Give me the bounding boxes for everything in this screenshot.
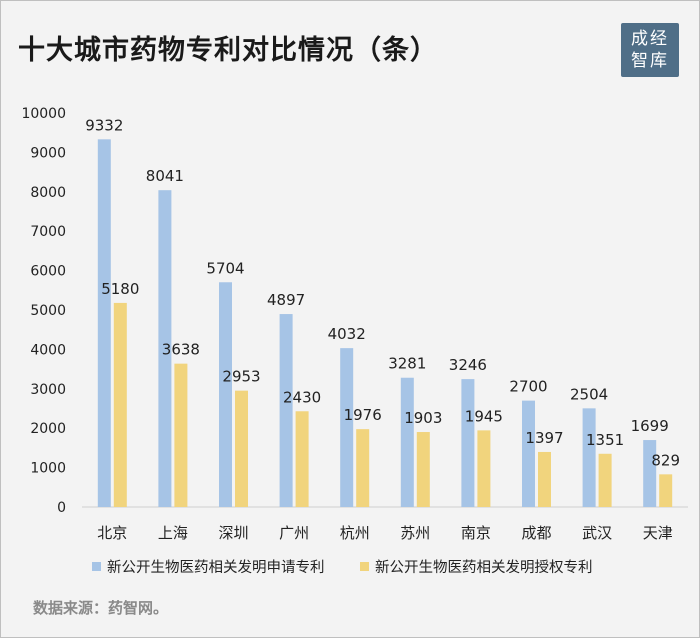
data-label: 8041 [146,167,184,185]
y-axis: 0 1000 2000 3000 4000 5000 6000 7000 8000 9000 100… [21,106,66,516]
bar-grants [477,430,491,507]
data-label: 3246 [449,356,487,374]
bar-applications [643,440,657,507]
x-tick-label: 上海 [158,524,188,542]
y-tick-label: 4000 [30,342,66,358]
legend: 新公开生物医药相关发明申请专利 新公开生物医药相关发明授权专利 [0,556,700,578]
bar-chart: 0 1000 2000 3000 4000 5000 6000 7000 8000 9000 100… [21,106,688,542]
data-label: 4897 [267,291,305,309]
bar-applications [461,379,475,507]
legend-swatch-applications [92,562,101,571]
bar-grants [113,302,127,507]
legend-label-applications: 新公开生物医药相关发明申请专利 [107,560,325,576]
bar-applications [158,190,172,507]
data-label: 829 [651,451,680,469]
data-label: 4032 [328,325,366,343]
y-tick-label: 9000 [30,145,66,161]
bar-applications [400,377,414,507]
y-tick-label: 8000 [30,185,66,201]
x-tick-label: 杭州 [340,524,370,542]
x-axis: 北京 上海 深圳 广州 杭州 苏州 南京 成都 武汉 天津 [82,506,688,542]
y-tick-label: 5000 [30,303,66,319]
bar-applications [97,139,111,507]
legend-item-grants: 新公开生物医药相关发明授权专利 [360,556,593,577]
data-label: 1976 [344,406,382,424]
logo-line-2: 智库 [631,51,669,71]
x-tick-label: 南京 [461,524,491,542]
y-tick-label: 0 [57,500,66,516]
data-label: 2953 [222,368,260,386]
data-label: 2700 [509,378,547,396]
x-tick-label: 苏州 [400,524,430,542]
data-source-note: 数据来源：药智网。 [33,599,169,617]
bar-applications [219,282,232,507]
bar-grants [659,474,673,507]
bar-applications [522,400,535,507]
bar-series [97,139,673,507]
y-tick-label: 6000 [30,264,66,280]
bar-grants [416,432,430,507]
y-tick-label: 2000 [30,421,66,437]
chart-title: 十大城市药物专利对比情况（条） [18,35,438,66]
x-tick-label: 北京 [97,524,127,542]
logo-line-1: 成经 [631,29,669,49]
bar-grants [598,453,612,507]
data-label: 9332 [85,116,123,134]
bar-applications [340,348,354,507]
data-label: 5180 [101,280,139,298]
x-tick-label: 广州 [279,524,309,542]
y-tick-label: 1000 [30,461,66,477]
y-tick-label: 7000 [30,224,66,240]
bar-grants [295,411,309,507]
bar-applications [279,314,293,507]
bar-grants [174,363,188,507]
x-tick-label: 深圳 [218,524,248,542]
data-label: 2430 [283,388,321,406]
x-tick-label: 天津 [643,524,673,542]
data-label: 1945 [465,407,503,425]
data-label: 1699 [631,417,669,435]
legend-item-applications: 新公开生物医药相关发明申请专利 [92,556,325,577]
brand-logo: 成经 智库 [621,23,679,77]
data-label: 2504 [570,385,608,403]
y-tick-label: 3000 [30,382,66,398]
data-label: 3638 [162,341,200,359]
x-tick-label: 武汉 [582,524,612,542]
data-label: 3281 [388,355,426,373]
y-tick-label: 10000 [21,106,66,122]
data-label: 1397 [525,429,563,447]
bar-grants [538,451,551,507]
data-label: 5704 [206,259,244,277]
bar-grants [356,429,370,507]
data-label: 1351 [586,431,624,449]
data-labels: 9332 8041 5704 4897 4032 3281 3246 2700 2504 1699… [85,116,680,469]
bar-applications [582,408,596,507]
bar-grants [235,390,248,507]
legend-swatch-grants [360,562,369,571]
data-label: 1903 [404,409,442,427]
legend-label-grants: 新公开生物医药相关发明授权专利 [375,560,593,576]
x-tick-label: 成都 [521,524,551,542]
